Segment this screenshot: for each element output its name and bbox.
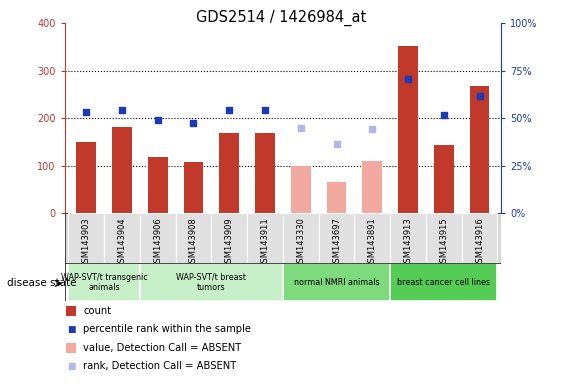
Bar	[470, 86, 489, 213]
Point	[189, 120, 198, 126]
Bar	[355, 213, 390, 263]
Text: GDS2514 / 1426984_at: GDS2514 / 1426984_at	[196, 10, 367, 26]
Bar	[184, 162, 203, 213]
Bar	[140, 213, 176, 263]
Text: GSM143915: GSM143915	[439, 217, 448, 268]
Text: GSM143891: GSM143891	[368, 217, 377, 268]
Bar	[363, 161, 382, 213]
Text: GSM143904: GSM143904	[118, 217, 127, 268]
Bar	[68, 263, 140, 301]
Text: GSM143911: GSM143911	[261, 217, 270, 268]
Point	[261, 106, 270, 113]
Bar	[291, 166, 311, 213]
Text: GSM143916: GSM143916	[475, 217, 484, 268]
Bar	[390, 213, 426, 263]
Text: count: count	[83, 306, 111, 316]
Bar	[176, 213, 211, 263]
Point	[118, 107, 127, 113]
Text: GSM143906: GSM143906	[153, 217, 162, 268]
Point	[296, 124, 305, 131]
Bar	[255, 133, 275, 213]
Bar	[211, 213, 247, 263]
Bar	[462, 213, 498, 263]
Bar	[148, 157, 168, 213]
Text: GSM143330: GSM143330	[296, 217, 305, 268]
Bar	[77, 142, 96, 213]
Text: GSM143913: GSM143913	[404, 217, 413, 268]
Text: value, Detection Call = ABSENT: value, Detection Call = ABSENT	[83, 343, 242, 353]
Point	[153, 116, 162, 122]
Bar	[112, 127, 132, 213]
Text: GSM143903: GSM143903	[82, 217, 91, 268]
Point	[475, 93, 484, 99]
Bar	[283, 213, 319, 263]
Bar	[390, 263, 498, 301]
Text: WAP-SVT/t transgenic
animals: WAP-SVT/t transgenic animals	[61, 273, 148, 292]
Text: WAP-SVT/t breast
tumors: WAP-SVT/t breast tumors	[176, 273, 247, 292]
Text: GSM143908: GSM143908	[189, 217, 198, 268]
Bar	[220, 133, 239, 213]
Point	[82, 109, 91, 115]
Point	[439, 112, 448, 118]
Bar	[426, 213, 462, 263]
Bar	[398, 46, 418, 213]
Bar	[68, 213, 104, 263]
Bar	[283, 263, 390, 301]
Point	[404, 76, 413, 82]
Text: rank, Detection Call = ABSENT: rank, Detection Call = ABSENT	[83, 361, 236, 371]
Point	[332, 141, 341, 147]
Bar	[247, 213, 283, 263]
Text: percentile rank within the sample: percentile rank within the sample	[83, 324, 251, 334]
Text: breast cancer cell lines: breast cancer cell lines	[397, 278, 490, 287]
Text: ■: ■	[67, 325, 75, 334]
Text: GSM143909: GSM143909	[225, 217, 234, 268]
Text: disease state: disease state	[7, 278, 76, 288]
Bar	[104, 213, 140, 263]
Text: ■: ■	[67, 362, 75, 371]
Bar	[140, 263, 283, 301]
Bar	[319, 213, 355, 263]
Point	[368, 126, 377, 132]
Point	[225, 106, 234, 113]
Bar	[327, 182, 346, 213]
Text: normal NMRI animals: normal NMRI animals	[294, 278, 379, 287]
Bar	[434, 145, 454, 213]
Text: GSM143697: GSM143697	[332, 217, 341, 268]
